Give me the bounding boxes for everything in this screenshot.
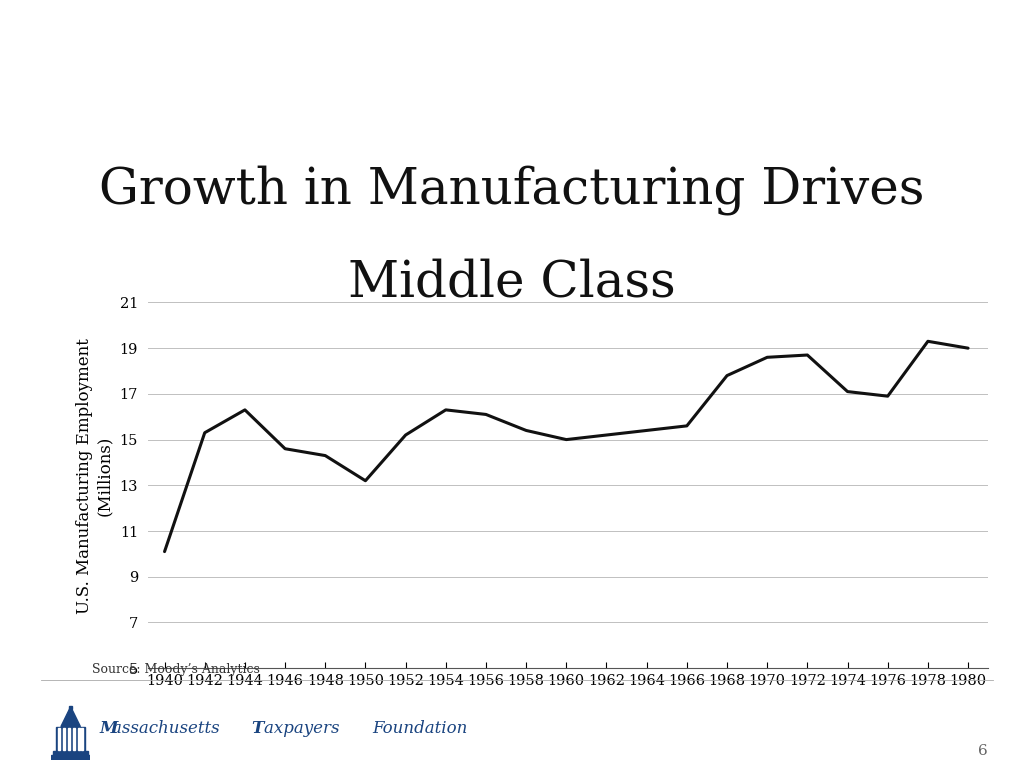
Text: Foundation: Foundation bbox=[373, 720, 468, 737]
Text: 6: 6 bbox=[978, 744, 988, 758]
Bar bbox=[57, 728, 59, 750]
Bar bbox=[56, 727, 85, 751]
Bar bbox=[69, 706, 73, 709]
Text: assachusetts: assachusetts bbox=[112, 720, 224, 737]
Bar bbox=[51, 755, 90, 760]
Polygon shape bbox=[61, 707, 80, 727]
Bar bbox=[62, 728, 65, 750]
Text: M: M bbox=[99, 720, 118, 737]
Y-axis label: U.S. Manufacturing Employment
(Millions): U.S. Manufacturing Employment (Millions) bbox=[76, 338, 113, 614]
Bar bbox=[68, 728, 70, 750]
Bar bbox=[78, 728, 80, 750]
Text: Growth in Manufacturing Drives: Growth in Manufacturing Drives bbox=[99, 165, 925, 215]
Bar bbox=[81, 728, 84, 750]
Text: T: T bbox=[251, 720, 263, 737]
Bar bbox=[53, 751, 88, 755]
Text: Middle Class: Middle Class bbox=[348, 258, 676, 307]
Text: axpayers: axpayers bbox=[264, 720, 345, 737]
Text: Source: Moody’s Analytics: Source: Moody’s Analytics bbox=[92, 663, 260, 676]
Bar bbox=[73, 728, 75, 750]
